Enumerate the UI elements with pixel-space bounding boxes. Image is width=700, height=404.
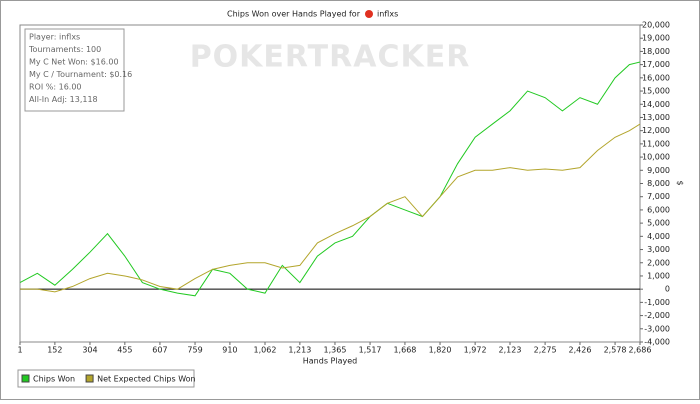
info-line: My C Net Won: $16.00 <box>29 58 119 67</box>
x-tick-label: 1,820 <box>429 346 452 355</box>
legend-swatch <box>85 374 94 383</box>
info-line: Tournaments: 100 <box>28 45 101 54</box>
y-tick-label: 15,000 <box>642 87 670 96</box>
x-axis-label: Hands Played <box>303 357 357 366</box>
series-line <box>19 61 641 297</box>
y-tick-label: -4,000 <box>644 338 670 347</box>
y-axis-label: $ <box>676 180 685 185</box>
info-line: My C / Tournament: $0.16 <box>29 70 132 79</box>
y-tick-label: 8,000 <box>647 179 670 188</box>
y-tick-label: 12,000 <box>642 126 670 135</box>
x-tick-label: 1,972 <box>464 346 487 355</box>
y-tick-label: 3,000 <box>647 245 670 254</box>
x-tick-label: 2,426 <box>569 346 592 355</box>
legend-label: Net Expected Chips Won <box>97 375 196 384</box>
chart-title-player: inflxs <box>377 10 398 19</box>
y-tick-label: 1,000 <box>647 271 670 280</box>
y-tick-label: 9,000 <box>647 166 670 175</box>
x-tick-label: 1,668 <box>393 346 416 355</box>
y-tick-label: -2,000 <box>644 311 670 320</box>
legend-swatch <box>21 374 30 383</box>
x-tick-label: 910 <box>222 346 237 355</box>
legend <box>17 369 195 388</box>
y-tick-label: 19,000 <box>642 34 670 43</box>
x-tick-label: 2,578 <box>604 346 627 355</box>
x-tick-label: 759 <box>187 346 202 355</box>
y-tick-label: 20,000 <box>642 21 670 30</box>
y-tick-label: 18,000 <box>642 47 670 56</box>
info-box <box>24 28 125 112</box>
info-line: All-In Adj: 13,118 <box>29 95 98 104</box>
y-tick-label: 0 <box>665 285 670 294</box>
y-tick-label: 10,000 <box>642 153 670 162</box>
x-tick-label: 2,686 <box>629 346 652 355</box>
x-tick-label: 2,123 <box>499 346 522 355</box>
y-tick-label: -1,000 <box>644 298 670 307</box>
x-tick-label: 1,213 <box>288 346 311 355</box>
y-tick-label: 7,000 <box>647 192 670 201</box>
y-tick-label: 5,000 <box>647 219 670 228</box>
x-tick-label: 1 <box>17 346 22 355</box>
x-tick-label: 1,517 <box>359 346 382 355</box>
x-tick-label: 607 <box>152 346 167 355</box>
chart-title: Chips Won over Hands Played for <box>227 10 361 19</box>
player-icon <box>365 10 373 18</box>
info-line: Player: inflxs <box>29 33 80 42</box>
info-line: ROI %: 16.00 <box>29 83 82 92</box>
y-tick-label: 4,000 <box>647 232 670 241</box>
y-tick-label: -3,000 <box>644 324 670 333</box>
x-tick-label: 455 <box>117 346 132 355</box>
y-tick-label: 11,000 <box>642 139 670 148</box>
series-line <box>20 123 641 293</box>
x-tick-label: 1,062 <box>254 346 277 355</box>
x-tick-label: 1,365 <box>324 346 347 355</box>
y-tick-label: 13,000 <box>642 113 670 122</box>
y-tick-label: 2,000 <box>647 258 670 267</box>
watermark: POKERTRACKER <box>190 40 471 75</box>
legend-label: Chips Won <box>33 375 75 384</box>
y-tick-label: 6,000 <box>647 205 670 214</box>
y-tick-label: 14,000 <box>642 100 670 109</box>
x-tick-label: 304 <box>82 346 97 355</box>
y-tick-label: 17,000 <box>642 60 670 69</box>
x-tick-label: 152 <box>47 346 62 355</box>
x-tick-label: 2,275 <box>534 346 557 355</box>
y-tick-label: 16,000 <box>642 73 670 82</box>
